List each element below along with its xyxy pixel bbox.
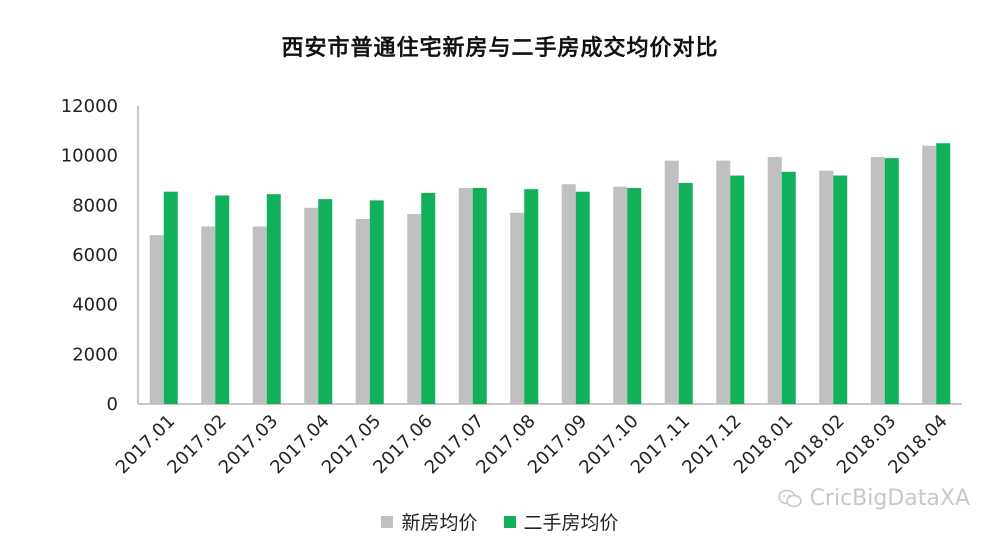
y-tick-label: 10000 [61, 146, 118, 167]
bar [304, 207, 319, 404]
bar [819, 170, 834, 404]
legend-item-resale: 二手房均价 [503, 508, 619, 535]
bar [421, 192, 436, 404]
bar [318, 199, 333, 404]
bar [716, 160, 731, 404]
bar [781, 171, 796, 404]
bar [369, 200, 384, 404]
wechat-icon [777, 489, 802, 509]
bar [510, 212, 525, 404]
bar [201, 226, 216, 404]
bar [149, 235, 164, 404]
bar [767, 156, 782, 404]
bar [870, 156, 885, 404]
legend-label-resale: 二手房均价 [523, 512, 619, 534]
bar [163, 191, 178, 404]
legend-label-new: 新房均价 [401, 512, 478, 534]
y-ticks: 0 2000 4000 6000 8000 10000 12000 [61, 96, 118, 415]
bar [833, 175, 848, 404]
bar [458, 187, 473, 404]
bar [613, 186, 628, 404]
legend-swatch-resale [503, 515, 516, 528]
legend-item-new: 新房均价 [381, 508, 478, 535]
bar [524, 189, 539, 404]
watermark: CricBigDataXA [777, 486, 970, 511]
bar [561, 184, 576, 404]
watermark-text: CricBigDataXA [809, 486, 970, 511]
bar [678, 182, 693, 404]
y-tick-label: 0 [107, 394, 118, 415]
bar [407, 214, 422, 404]
y-tick-label: 6000 [72, 245, 118, 266]
y-tick-label: 4000 [72, 295, 118, 316]
bar [884, 158, 899, 404]
bars [149, 143, 951, 404]
bar [215, 195, 230, 404]
y-tick-label: 12000 [61, 96, 118, 117]
y-tick-label: 8000 [72, 195, 118, 216]
bar [355, 218, 370, 404]
legend: 新房均价 二手房均价 [0, 508, 1000, 535]
bar [922, 145, 937, 404]
bar [252, 226, 267, 404]
bar [730, 175, 745, 404]
chart-title: 西安市普通住宅新房与二手房成交均价对比 [281, 36, 719, 61]
legend-swatch-new [381, 515, 394, 528]
bar [664, 160, 679, 404]
bar [575, 191, 590, 404]
bar [936, 143, 951, 404]
x-ticks: 2017.012017.022017.032017.042017.052017.… [112, 411, 952, 478]
bar [627, 187, 642, 404]
bar [472, 187, 487, 404]
y-tick-label: 2000 [72, 344, 118, 365]
bar [266, 194, 281, 404]
